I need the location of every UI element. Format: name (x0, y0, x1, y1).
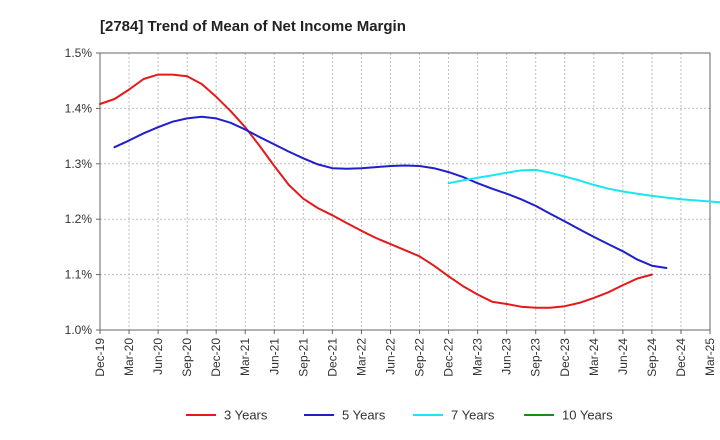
y-tick-label: 1.3% (65, 157, 93, 171)
x-axis-ticks: Dec-19 Mar-20 Jun-20 Sep-20 Dec-20 Mar-21 Jun-… (93, 330, 717, 377)
plot-area-frame (99, 52, 711, 331)
x-tick-label: Mar-22 (354, 338, 368, 376)
x-tick-label: Jun-22 (383, 338, 397, 375)
y-tick-label: 1.0% (65, 323, 93, 337)
x-tick-label: Dec-22 (442, 338, 456, 377)
y-axis-ticks: 1.0% 1.1% 1.2% 1.3% 1.4% 1.5% (65, 46, 100, 337)
series-line-3-years (99, 73, 653, 309)
x-tick-label: Sep-22 (413, 338, 427, 377)
x-tick-label: Mar-25 (703, 338, 717, 376)
legend-label-10-years: 10 Years (562, 408, 613, 423)
x-tick-label: Sep-24 (645, 338, 659, 377)
y-tick-label: 1.4% (65, 101, 93, 115)
x-tick-label: Dec-20 (209, 338, 223, 377)
series-line-7-years (447, 168, 720, 204)
x-tick-label: Dec-23 (558, 338, 572, 377)
x-tick-label: Mar-20 (122, 338, 136, 376)
x-tick-label: Dec-19 (93, 338, 107, 377)
chart-title: [2784] Trend of Mean of Net Income Margi… (100, 18, 406, 35)
legend: 3 Years 5 Years 7 Years 10 Years (186, 408, 613, 423)
series-line-5-years (113, 115, 668, 269)
x-tick-label: Jun-21 (267, 338, 281, 375)
x-tick-label: Sep-21 (296, 338, 310, 377)
x-tick-label: Jun-24 (616, 338, 630, 375)
x-tick-label: Sep-23 (529, 338, 543, 377)
y-tick-label: 1.1% (65, 268, 93, 282)
x-tick-label: Mar-21 (238, 338, 252, 376)
x-tick-label: Jun-23 (500, 338, 514, 375)
legend-label-5-years: 5 Years (342, 408, 386, 423)
x-tick-label: Sep-20 (180, 338, 194, 377)
legend-label-7-years: 7 Years (451, 408, 495, 423)
x-tick-label: Mar-23 (471, 338, 485, 376)
legend-label-3-years: 3 Years (224, 408, 268, 423)
y-tick-label: 1.5% (65, 46, 93, 60)
x-tick-label: Dec-24 (674, 338, 688, 377)
y-tick-label: 1.2% (65, 212, 93, 226)
x-tick-label: Jun-20 (151, 338, 165, 375)
x-tick-label: Mar-24 (587, 338, 601, 376)
x-tick-label: Dec-21 (325, 338, 339, 377)
series-lines (99, 73, 720, 309)
